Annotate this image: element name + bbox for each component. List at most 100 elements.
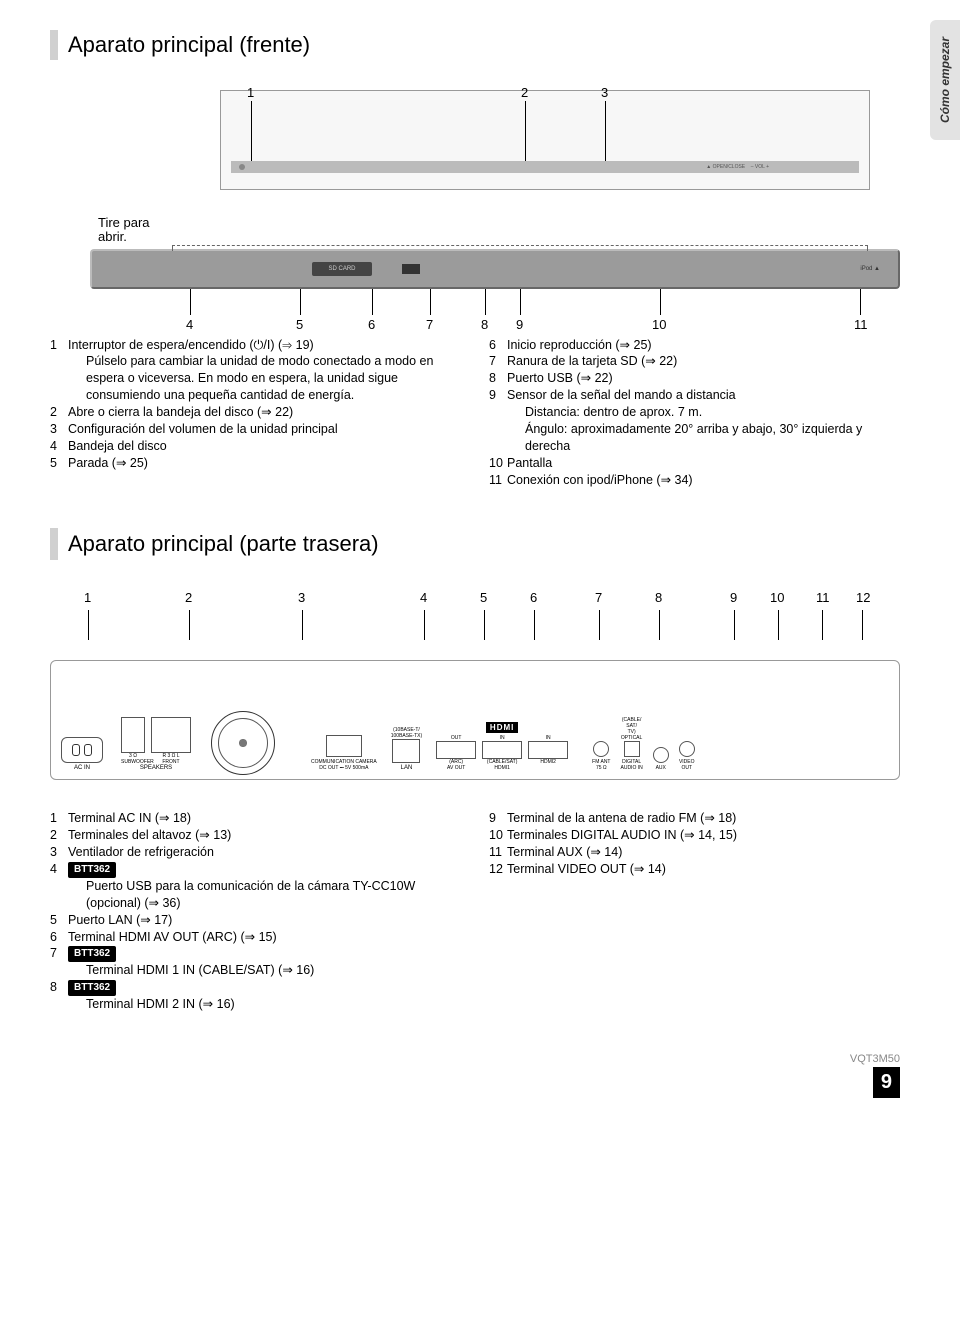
heading-bar <box>50 30 58 60</box>
legend-item: 7BTT362 <box>50 945 471 962</box>
legend-text: Terminal HDMI 1 IN (CABLE/SAT) (⇒ 16) <box>68 962 314 979</box>
legend-text: Parada (⇒ 25) <box>68 455 148 472</box>
legend-text: Terminales DIGITAL AUDIO IN (⇒ 14, 15) <box>507 827 737 844</box>
legend-num <box>489 421 507 455</box>
front-top-panel: 1 2 3 ▲ OPEN/CLOSE – VOL + <box>220 90 870 190</box>
sd-card-slot: SD CARD <box>312 262 372 276</box>
legend-num: 10 <box>489 455 507 472</box>
legend-text: Bandeja del disco <box>68 438 167 455</box>
acin-port <box>61 737 103 763</box>
legend-num: 6 <box>489 337 507 354</box>
legend-num: 7 <box>489 353 507 370</box>
legend-num: 1 <box>50 810 68 827</box>
front-terminal <box>151 717 191 753</box>
front-top-num-2: 2 <box>521 85 528 100</box>
heading-bar <box>50 528 58 560</box>
legend-text: Terminal VIDEO OUT (⇒ 14) <box>507 861 666 878</box>
legend-item: 9Sensor de la señal del mando a distanci… <box>489 387 910 404</box>
front-top-num-3: 3 <box>601 85 608 100</box>
legend-num: 11 <box>489 472 507 489</box>
legend-text: Inicio reproducción (⇒ 25) <box>507 337 652 354</box>
doc-code: VQT3M50 <box>50 1053 900 1065</box>
legend-num: 7 <box>50 945 68 962</box>
rear-title: Aparato principal (parte trasera) <box>68 531 379 557</box>
tire-label: Tire para abrir. <box>98 216 910 245</box>
legend-item: 8Puerto USB (⇒ 22) <box>489 370 910 387</box>
legend-text: Púlselo para cambiar la unidad de modo c… <box>68 353 471 404</box>
legend-num: 2 <box>50 827 68 844</box>
legend-text: Ángulo: aproximadamente 20° arriba y aba… <box>507 421 910 455</box>
legend-num <box>50 996 68 1013</box>
legend-text: Sensor de la señal del mando a distancia <box>507 387 736 404</box>
legend-item: 3Ventilador de refrigeración <box>50 844 471 861</box>
rear-diagram: AC IN 3 Ω SUBWOOFER R 3 Ω L FRONT SPEAKE… <box>50 660 900 780</box>
legend-item: 4Bandeja del disco <box>50 438 471 455</box>
legend-item: 10Pantalla <box>489 455 910 472</box>
model-badge: BTT362 <box>68 980 116 996</box>
legend-text: Terminal AUX (⇒ 14) <box>507 844 622 861</box>
hdmi-avout <box>436 741 476 759</box>
legend-text: Terminal HDMI 2 IN (⇒ 16) <box>68 996 235 1013</box>
legend-item: Ángulo: aproximadamente 20° arriba y aba… <box>489 421 910 455</box>
legend-item: Terminal HDMI 1 IN (CABLE/SAT) (⇒ 16) <box>50 962 471 979</box>
hdmi2 <box>528 741 568 759</box>
camera-usb-port <box>326 735 362 757</box>
legend-text: Conexión con ipod/iPhone (⇒ 34) <box>507 472 693 489</box>
lan-port <box>392 739 420 763</box>
legend-num: 4 <box>50 438 68 455</box>
legend-item: 1Terminal AC IN (⇒ 18) <box>50 810 471 827</box>
model-badge: BTT362 <box>68 946 116 962</box>
legend-num: 8 <box>489 370 507 387</box>
legend-text: Abre o cierra la bandeja del disco (⇒ 22… <box>68 404 293 421</box>
front-b-9: 9 <box>516 317 523 332</box>
legend-num: 12 <box>489 861 507 878</box>
legend-item: 5Parada (⇒ 25) <box>50 455 471 472</box>
front-legend: 1Interruptor de espera/encendido (⏻/I) (… <box>50 337 910 489</box>
legend-text: Distancia: dentro de aprox. 7 m. <box>507 404 702 421</box>
legend-num: 11 <box>489 844 507 861</box>
front-b-10: 10 <box>652 317 666 332</box>
page-number: 9 <box>873 1067 900 1098</box>
legend-num: 3 <box>50 421 68 438</box>
front-device-bar: SD CARD iPod ▲ <box>90 249 900 289</box>
front-b-7: 7 <box>426 317 433 332</box>
legend-num: 4 <box>50 861 68 878</box>
legend-item: 7Ranura de la tarjeta SD (⇒ 22) <box>489 353 910 370</box>
legend-text: Puerto USB para la comunicación de la cá… <box>68 878 471 912</box>
legend-item: 3Configuración del volumen de la unidad … <box>50 421 471 438</box>
legend-item: 12Terminal VIDEO OUT (⇒ 14) <box>489 861 910 878</box>
legend-num: 5 <box>50 912 68 929</box>
side-tab-label: Cómo empezar <box>938 37 952 123</box>
front-b-4: 4 <box>186 317 193 332</box>
legend-num: 9 <box>489 810 507 827</box>
legend-text: Terminal AC IN (⇒ 18) <box>68 810 191 827</box>
legend-item: 2Abre o cierra la bandeja del disco (⇒ 2… <box>50 404 471 421</box>
rear-callout-numbers: 1 2 3 4 5 6 7 8 9 10 11 12 <box>50 590 900 610</box>
legend-text: BTT362 <box>68 861 116 878</box>
cooling-fan <box>211 711 275 775</box>
rear-section-heading: Aparato principal (parte trasera) <box>50 528 910 560</box>
front-control-strip: ▲ OPEN/CLOSE – VOL + <box>231 161 859 173</box>
legend-num: 1 <box>50 337 68 354</box>
front-title: Aparato principal (frente) <box>68 32 310 58</box>
legend-item: 4BTT362 <box>50 861 471 878</box>
front-top-num-1: 1 <box>247 85 254 100</box>
legend-item: Puerto USB para la comunicación de la cá… <box>50 878 471 912</box>
legend-text: BTT362 <box>68 979 116 996</box>
legend-item: Terminal HDMI 2 IN (⇒ 16) <box>50 996 471 1013</box>
legend-item: 9Terminal de la antena de radio FM (⇒ 18… <box>489 810 910 827</box>
legend-num <box>489 404 507 421</box>
front-diagram: 1 2 3 ▲ OPEN/CLOSE – VOL + <box>50 90 890 210</box>
legend-text: Configuración del volumen de la unidad p… <box>68 421 338 438</box>
usb-slot <box>402 264 420 274</box>
legend-num <box>50 353 68 404</box>
legend-text: Interruptor de espera/encendido (⏻/I) (⇒… <box>68 337 314 354</box>
legend-text: Ventilador de refrigeración <box>68 844 214 861</box>
legend-item: Distancia: dentro de aprox. 7 m. <box>489 404 910 421</box>
legend-num: 6 <box>50 929 68 946</box>
legend-num: 9 <box>489 387 507 404</box>
legend-text: BTT362 <box>68 945 116 962</box>
video-out <box>679 741 695 757</box>
legend-num <box>50 878 68 912</box>
legend-item: 6Inicio reproducción (⇒ 25) <box>489 337 910 354</box>
